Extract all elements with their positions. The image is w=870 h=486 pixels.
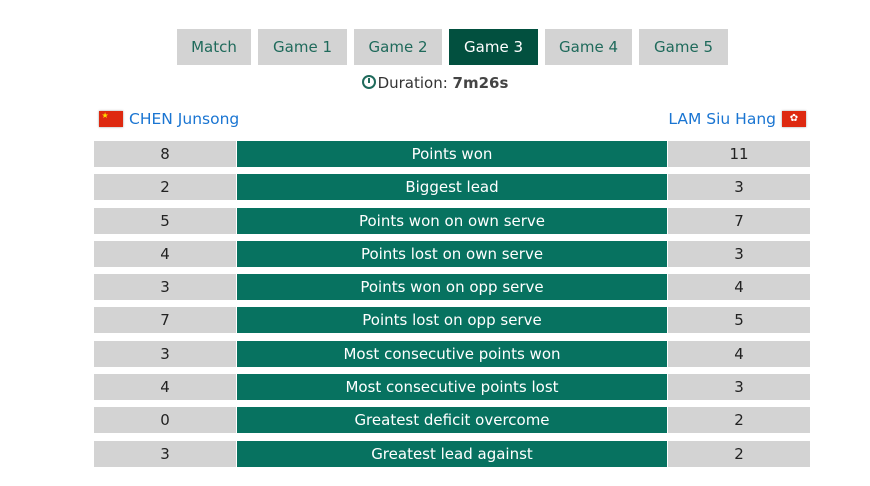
player-left-name[interactable]: CHEN Junsong xyxy=(129,110,240,128)
tab-game-5[interactable]: Game 5 xyxy=(639,29,728,65)
player-left: ★ CHEN Junsong xyxy=(99,110,239,128)
tab-game-2[interactable]: Game 2 xyxy=(354,29,442,65)
stat-label: Points won on own serve xyxy=(237,207,667,234)
stat-row: 8 Points won 11 xyxy=(94,141,810,167)
clock-icon xyxy=(361,75,376,89)
stat-right-value: 3 xyxy=(668,174,810,201)
stat-label: Most consecutive points lost xyxy=(237,374,667,401)
tab-game-1[interactable]: Game 1 xyxy=(258,29,347,65)
duration-label: Duration: xyxy=(377,74,448,92)
stat-label: Points won on opp serve xyxy=(237,274,667,301)
stat-label: Points lost on own serve xyxy=(237,240,667,267)
stat-left-value: 4 xyxy=(94,240,236,267)
stat-left-value: 8 xyxy=(94,141,236,167)
stat-right-value: 7 xyxy=(668,207,810,234)
stat-left-value: 3 xyxy=(94,440,236,467)
duration: Duration: 7m26s xyxy=(0,74,870,92)
stat-row: 3 Most consecutive points won 4 xyxy=(94,340,810,367)
stat-row: 4 Points lost on own serve 3 xyxy=(94,240,810,267)
player-right-name[interactable]: LAM Siu Hang xyxy=(668,110,776,128)
stat-right-value: 3 xyxy=(668,240,810,267)
stat-row: 0 Greatest deficit overcome 2 xyxy=(94,407,810,434)
game-tabs: Match Game 1 Game 2 Game 3 Game 4 Game 5 xyxy=(177,29,728,65)
stat-label: Points won xyxy=(237,141,667,167)
stat-row: 7 Points lost on opp serve 5 xyxy=(94,307,810,334)
stat-row: 4 Most consecutive points lost 3 xyxy=(94,374,810,401)
stat-row: 5 Points won on own serve 7 xyxy=(94,207,810,234)
stat-left-value: 2 xyxy=(94,174,236,201)
stat-label: Biggest lead xyxy=(237,174,667,201)
stat-right-value: 2 xyxy=(668,407,810,434)
stat-left-value: 5 xyxy=(94,207,236,234)
stat-right-value: 11 xyxy=(668,141,810,167)
stat-right-value: 4 xyxy=(668,340,810,367)
stat-left-value: 7 xyxy=(94,307,236,334)
tab-game-3[interactable]: Game 3 xyxy=(449,29,538,65)
stat-left-value: 3 xyxy=(94,340,236,367)
stats-table: 8 Points won 11 2 Biggest lead 3 5 Points won o… xyxy=(94,141,810,474)
hong-kong-flag-icon: ✿ xyxy=(782,111,806,127)
stat-right-value: 5 xyxy=(668,307,810,334)
stat-label: Greatest deficit overcome xyxy=(237,407,667,434)
player-right: LAM Siu Hang ✿ xyxy=(668,110,806,128)
stat-left-value: 4 xyxy=(94,374,236,401)
china-flag-icon: ★ xyxy=(99,111,123,127)
tab-match[interactable]: Match xyxy=(177,29,251,65)
stat-label: Greatest lead against xyxy=(237,440,667,467)
stat-right-value: 3 xyxy=(668,374,810,401)
stat-left-value: 3 xyxy=(94,274,236,301)
duration-value: 7m26s xyxy=(452,74,509,92)
tab-game-4[interactable]: Game 4 xyxy=(545,29,632,65)
stat-right-value: 2 xyxy=(668,440,810,467)
stat-row: 2 Biggest lead 3 xyxy=(94,174,810,201)
stat-row: 3 Points won on opp serve 4 xyxy=(94,274,810,301)
stat-label: Most consecutive points won xyxy=(237,340,667,367)
stat-right-value: 4 xyxy=(668,274,810,301)
stat-label: Points lost on opp serve xyxy=(237,307,667,334)
stat-row: 3 Greatest lead against 2 xyxy=(94,440,810,467)
stat-left-value: 0 xyxy=(94,407,236,434)
